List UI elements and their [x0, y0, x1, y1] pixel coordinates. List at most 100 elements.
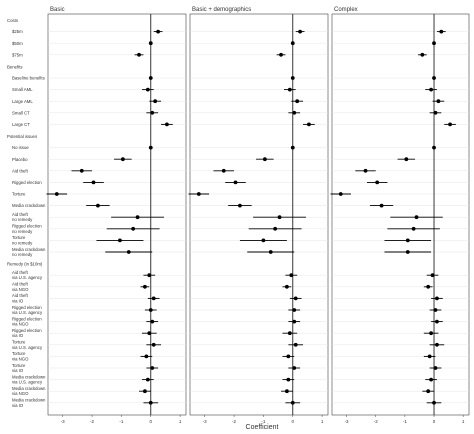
row-label-line2: via NGO — [12, 356, 29, 361]
estimate-point — [165, 122, 169, 127]
estimate-point — [292, 308, 297, 312]
estimate-point — [307, 122, 311, 127]
row-label: Aid theft — [12, 270, 29, 275]
row-label: Rigged election — [12, 305, 42, 310]
row-label: Media crackdown — [12, 374, 46, 379]
x-tick-label: 0 — [292, 419, 295, 424]
estimate-point — [150, 366, 155, 370]
panel-frame — [47, 13, 187, 416]
panel-3: Complex -3 -2 -1 0 1 — [330, 7, 470, 424]
estimate-point — [238, 203, 242, 208]
estimate-point — [405, 238, 410, 243]
estimate-point — [221, 168, 226, 173]
row-label: Aid theft — [12, 212, 29, 217]
estimate-point — [284, 284, 289, 289]
x-tick-label: 0 — [433, 419, 436, 424]
estimate-point — [137, 52, 141, 57]
row-label: Rigged election — [12, 316, 42, 321]
row-label: $25m — [12, 29, 23, 34]
row-header-label: Potential issues — [7, 134, 37, 139]
panel-frame — [331, 13, 470, 416]
estimate-point — [147, 331, 152, 336]
panel-title: Basic + demographics — [192, 7, 251, 13]
estimate-point — [292, 319, 297, 324]
row-label: Aid theft — [12, 168, 29, 173]
estimate-point — [135, 215, 140, 220]
estimate-point — [142, 284, 147, 289]
estimate-point — [142, 389, 147, 394]
row-labels: Costs $25m $50m $75m Benefits Baseline benefi… — [7, 18, 46, 408]
row-label-line2: no remedy — [12, 240, 33, 245]
estimate-point — [448, 122, 452, 127]
estimate-point — [148, 76, 153, 80]
row-label: Media crackdown — [12, 386, 46, 391]
estimate-point — [148, 400, 153, 405]
x-tick-label: 1 — [179, 419, 182, 424]
row-label: Aid theft — [12, 282, 29, 287]
row-label-line2: via NGO — [12, 322, 29, 327]
x-tick-label: -1 — [261, 419, 265, 424]
estimate-point — [435, 319, 439, 324]
row-label: Aid theft — [12, 293, 29, 298]
estimate-point — [290, 76, 295, 80]
estimate-point — [426, 389, 431, 394]
estimate-point — [439, 29, 444, 34]
row-label-line2: no remedy — [12, 252, 33, 257]
row-label-line2: via U.S. agency — [12, 380, 43, 385]
estimate-point — [432, 76, 436, 80]
row-label: Torture — [12, 235, 26, 240]
estimate-point — [151, 342, 156, 347]
estimate-point — [148, 145, 153, 150]
row-label: Large AML — [12, 99, 33, 104]
estimate-point — [148, 41, 153, 46]
estimate-point — [284, 389, 289, 394]
row-label: Media crackdown — [12, 203, 46, 208]
estimate-point — [435, 296, 439, 301]
row-label: Small CT — [12, 110, 30, 115]
estimate-point — [432, 400, 436, 405]
row-label: Torture — [12, 340, 26, 345]
estimate-point — [151, 296, 156, 301]
estimate-point — [432, 41, 436, 46]
estimate-point — [338, 192, 343, 196]
estimate-point — [147, 273, 152, 278]
estimate-point — [427, 354, 432, 359]
estimate-point — [148, 308, 153, 312]
estimate-point — [295, 99, 300, 104]
x-tick-label: 0 — [150, 419, 153, 424]
row-label: Torture — [12, 192, 26, 197]
x-tick-label: -3 — [61, 419, 65, 424]
estimate-point — [292, 366, 297, 370]
estimate-point — [375, 180, 380, 185]
estimate-point — [411, 226, 416, 231]
x-tick-label: -2 — [374, 419, 378, 424]
x-axis-label: Coefficient — [246, 424, 279, 431]
estimate-point — [435, 342, 439, 347]
estimate-point — [118, 238, 122, 243]
estimate-point — [290, 400, 295, 405]
row-label: Torture — [12, 351, 26, 356]
row-label-line2: via U.S. agency — [12, 345, 43, 350]
estimate-point — [120, 157, 125, 162]
estimate-point — [426, 284, 431, 289]
row-label-line2: via U.S. agency — [12, 275, 43, 280]
estimate-point — [363, 168, 368, 173]
estimate-point — [433, 110, 438, 115]
estimate-point — [430, 273, 435, 278]
row-label: $75m — [12, 52, 23, 57]
estimate-point — [289, 273, 294, 278]
row-label-line2: via IO — [12, 403, 24, 408]
x-tick-label: -1 — [403, 419, 407, 424]
estimate-point — [429, 331, 434, 336]
panels: Basic -3 -2 -1 0 1 Basic + demographics -3 -2 -1 0… — [46, 7, 470, 424]
estimate-point — [292, 110, 297, 115]
estimate-point — [290, 145, 295, 150]
estimate-point — [96, 203, 100, 208]
estimate-point — [196, 192, 201, 196]
x-tick-label: -2 — [90, 419, 94, 424]
panel-1: Basic -3 -2 -1 0 1 — [46, 7, 187, 424]
row-label-line2: via IO — [12, 333, 24, 338]
estimate-point — [433, 366, 438, 370]
estimate-point — [432, 145, 436, 150]
